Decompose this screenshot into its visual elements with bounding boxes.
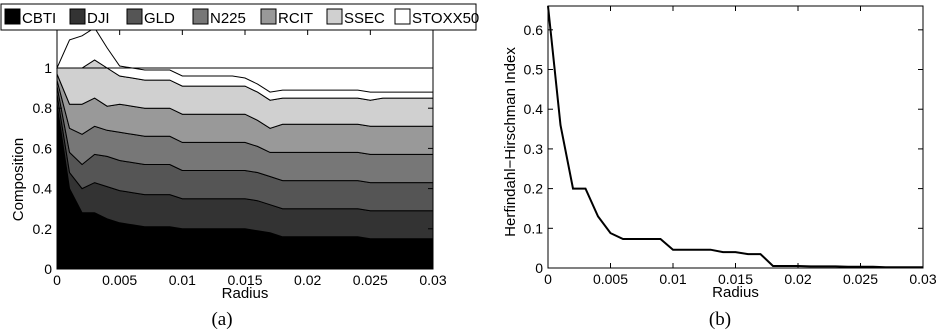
legend: CBTI DJI GLD N225 RCIT SSEC STOXX50	[0, 3, 479, 31]
caption-a: (a)	[211, 309, 232, 330]
composition-chart: 0 0.005 0.01 0.015 0.02 0.025 0.03 0 0.2 0.4 0.6 0.…	[0, 3, 479, 330]
x-tick-label: 0.01	[169, 272, 196, 288]
x-tick-label: 0.005	[593, 271, 628, 287]
y-tick-label: 0.1	[524, 220, 544, 236]
x-tick-label: 0.025	[843, 271, 878, 287]
y-axis-label: Herfindahl−Hirschman Index	[502, 47, 519, 237]
legend-swatch-gld	[126, 8, 143, 25]
x-tick-label: 0.015	[227, 272, 262, 288]
hhi-chart: 0 0.005 0.01 0.015 0.02 0.025 0.03 0 0.1 0.2 0.3 0.…	[502, 5, 937, 330]
axes-box	[547, 5, 924, 269]
legend-label-stoxx50: STOXX50	[412, 10, 479, 27]
legend-label-rcit: RCIT	[278, 10, 313, 27]
y-tick-label: 1	[44, 60, 52, 76]
y-tick-label: 0.6	[524, 22, 544, 38]
x-tick-label: 0	[53, 272, 61, 288]
legend-label-dji: DJI	[87, 10, 110, 27]
x-tick-label: 0.02	[294, 272, 321, 288]
legend-swatch-ssec	[326, 8, 343, 25]
legend-swatch-dji	[69, 8, 86, 25]
y-tick-label: 0.4	[33, 181, 53, 197]
x-tick-label: 0.03	[909, 271, 936, 287]
legend-label-n225: N225	[210, 10, 246, 27]
x-tick-label: 0.01	[659, 271, 686, 287]
y-tick-label: 0.2	[524, 181, 544, 197]
caption-b: (b)	[709, 309, 731, 330]
legend-label-gld: GLD	[144, 10, 175, 27]
legend-label-cbti: CBTI	[22, 10, 56, 27]
legend-swatch-n225	[192, 8, 209, 25]
y-tick-label: 0.4	[524, 101, 544, 117]
x-axis-label: Radius	[712, 284, 759, 301]
y-tick-label: 0.2	[33, 221, 53, 237]
x-tick-label: 0.005	[102, 272, 137, 288]
x-axis-label: Radius	[222, 285, 269, 302]
legend-label-ssec: SSEC	[344, 10, 385, 27]
y-tick-label: 0	[44, 261, 52, 277]
x-tick-label: 0.015	[718, 271, 753, 287]
y-tick-label: 0.8	[33, 100, 53, 116]
legend-swatch-stoxx50	[394, 8, 411, 25]
x-tick-label: 0.03	[419, 272, 446, 288]
y-tick-label: 0	[535, 260, 543, 276]
x-tick-label: 0.025	[353, 272, 388, 288]
y-axis-label: Composition	[10, 138, 27, 221]
y-tick-label: 0.3	[524, 141, 544, 157]
x-tick-label: 0	[544, 271, 552, 287]
y-tick-label: 0.5	[524, 62, 544, 78]
y-tick-label: 0.6	[33, 140, 53, 156]
x-tick-label: 0.02	[784, 271, 811, 287]
legend-swatch-rcit	[260, 8, 277, 25]
legend-swatch-cbti	[4, 8, 21, 25]
